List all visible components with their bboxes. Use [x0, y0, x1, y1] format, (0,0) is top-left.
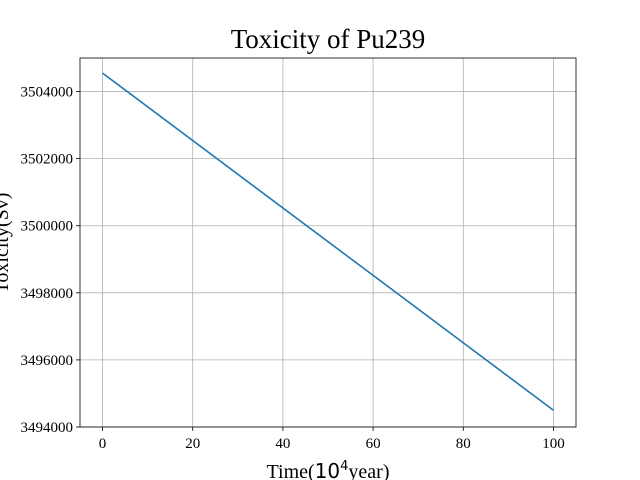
series-layer	[102, 72, 554, 411]
x-tick-label: 0	[99, 436, 107, 452]
x-tick-label: 80	[456, 436, 471, 452]
x-tick-label: 60	[366, 436, 381, 452]
y-tick-label: 3494000	[21, 420, 74, 436]
y-tick-label: 3498000	[21, 286, 74, 302]
x-tick-label: 40	[275, 436, 290, 452]
ticks: 0 20 40 60 80 100 3494000 3496000 3498000 3500000…	[21, 85, 565, 452]
series-line	[102, 72, 554, 411]
x-tick-label: 20	[185, 436, 200, 452]
chart-title: Toxicity of Pu239	[231, 24, 426, 54]
y-tick-label: 3496000	[21, 353, 74, 369]
x-axis-label: Time(104year)	[267, 459, 390, 480]
y-tick-label: 3500000	[21, 219, 74, 235]
y-tick-label: 3504000	[21, 85, 74, 101]
y-tick-label: 3502000	[21, 152, 74, 168]
y-axis-label: Toxicity(Sv)	[0, 193, 13, 294]
x-tick-label: 100	[542, 436, 565, 452]
plot-frame	[79, 57, 577, 428]
